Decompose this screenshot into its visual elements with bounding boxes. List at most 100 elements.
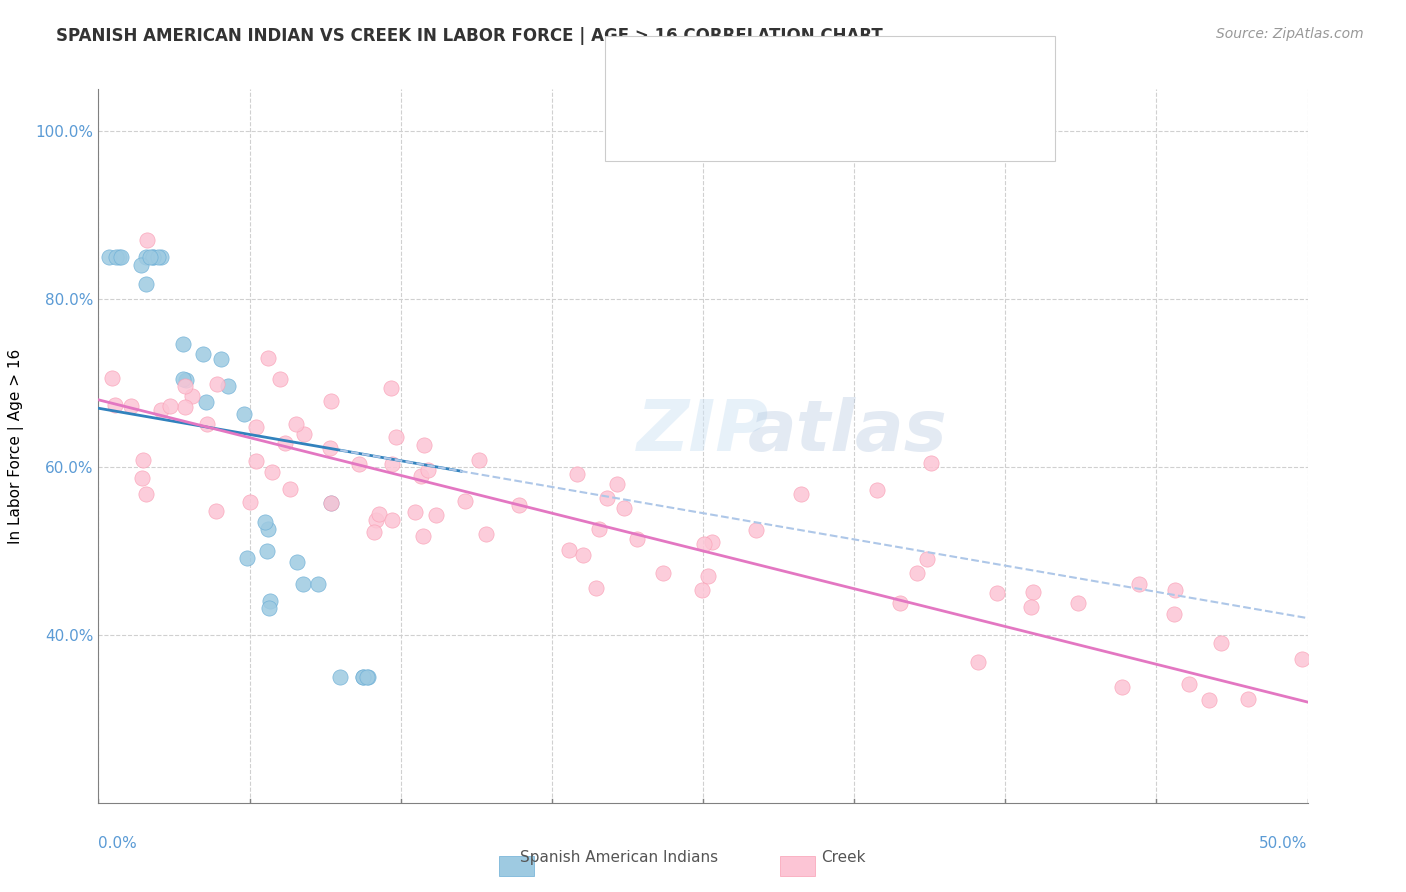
Point <box>193 347 215 361</box>
Point <box>1021 585 1043 599</box>
Point <box>285 555 308 569</box>
Point <box>245 454 267 468</box>
Point <box>606 477 628 491</box>
FancyBboxPatch shape <box>633 54 675 80</box>
Point <box>613 501 636 516</box>
Point <box>557 542 579 557</box>
Point <box>254 515 277 529</box>
Point <box>135 277 157 291</box>
FancyBboxPatch shape <box>780 856 815 876</box>
Point <box>307 576 329 591</box>
Point <box>280 482 302 496</box>
Point <box>1128 577 1150 591</box>
Point <box>697 569 720 583</box>
Point <box>363 524 385 539</box>
Point <box>150 250 173 264</box>
Point <box>1291 652 1313 666</box>
Point <box>217 379 239 393</box>
Point <box>319 441 342 455</box>
Point <box>413 438 436 452</box>
Text: SPANISH AMERICAN INDIAN VS CREEK IN LABOR FORCE | AGE > 16 CORRELATION CHART: SPANISH AMERICAN INDIAN VS CREEK IN LABO… <box>56 27 883 45</box>
Point <box>596 491 619 505</box>
Text: Spanish American Indians: Spanish American Indians <box>520 850 717 865</box>
Point <box>274 436 297 450</box>
Point <box>866 483 889 497</box>
Point <box>1177 677 1199 691</box>
Text: Source: ZipAtlas.com: Source: ZipAtlas.com <box>1216 27 1364 41</box>
Point <box>245 419 267 434</box>
Point <box>139 250 162 264</box>
Point <box>235 551 257 566</box>
Point <box>131 452 153 467</box>
Point <box>259 594 281 608</box>
Point <box>256 544 278 558</box>
Point <box>368 508 391 522</box>
Point <box>194 395 217 409</box>
Point <box>131 471 153 485</box>
Point <box>97 250 120 264</box>
Point <box>146 250 169 264</box>
Point <box>172 337 194 351</box>
Text: 50.0%: 50.0% <box>1260 837 1308 851</box>
Point <box>508 498 530 512</box>
Point <box>357 670 380 684</box>
Point <box>905 566 928 580</box>
Point <box>319 394 342 409</box>
Point <box>232 407 254 421</box>
Point <box>209 352 232 367</box>
Point <box>920 456 942 470</box>
Point <box>588 522 610 536</box>
Point <box>239 494 262 508</box>
Point <box>409 469 432 483</box>
Point <box>159 399 181 413</box>
Point <box>329 670 352 684</box>
Point <box>120 399 142 413</box>
Text: Creek: Creek <box>821 850 866 865</box>
Point <box>700 534 723 549</box>
Point <box>565 467 588 482</box>
FancyBboxPatch shape <box>499 856 534 876</box>
Text: atlas: atlas <box>748 397 948 467</box>
Point <box>142 250 165 264</box>
Point <box>149 402 172 417</box>
Point <box>262 466 284 480</box>
Point <box>172 372 194 386</box>
Text: R = -0.610    N = 81: R = -0.610 N = 81 <box>696 104 851 119</box>
Y-axis label: In Labor Force | Age > 16: In Labor Force | Age > 16 <box>8 349 24 543</box>
Text: ZIP: ZIP <box>637 397 769 467</box>
Point <box>1111 680 1133 694</box>
Text: R = -0.207    N = 35: R = -0.207 N = 35 <box>696 60 851 74</box>
Point <box>319 496 342 510</box>
Point <box>1237 692 1260 706</box>
Point <box>1019 600 1042 615</box>
Point <box>745 523 768 537</box>
Text: 0.0%: 0.0% <box>98 837 138 851</box>
Point <box>256 351 278 365</box>
Point <box>693 537 716 551</box>
Point <box>412 529 434 543</box>
Point <box>453 494 475 508</box>
Point <box>790 487 813 501</box>
Point <box>381 457 404 471</box>
Point <box>915 552 938 566</box>
Point <box>352 670 374 684</box>
Point <box>292 577 315 591</box>
Point <box>1198 693 1220 707</box>
Point <box>385 430 408 444</box>
Point <box>195 417 218 431</box>
Point <box>181 389 204 403</box>
Point <box>135 487 157 501</box>
Point <box>380 381 402 395</box>
Point <box>1163 607 1185 622</box>
Point <box>626 532 648 546</box>
Point <box>285 417 308 431</box>
Point <box>205 377 228 392</box>
Point <box>1209 636 1232 650</box>
Point <box>572 548 595 562</box>
Point <box>110 250 132 264</box>
Point <box>101 371 124 385</box>
Point <box>652 566 675 580</box>
Point <box>356 670 378 684</box>
Point <box>416 463 439 477</box>
Point <box>292 427 315 442</box>
